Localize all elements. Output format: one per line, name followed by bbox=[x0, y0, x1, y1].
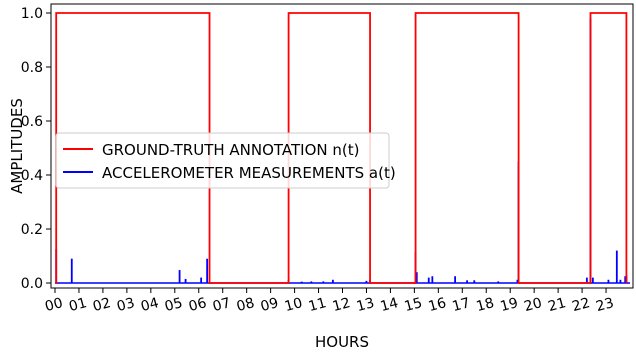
x-tick-label: 02 bbox=[91, 295, 112, 315]
x-tick-label: 04 bbox=[139, 295, 160, 315]
x-tick-label: 16 bbox=[427, 295, 448, 315]
legend: GROUND-TRUTH ANNOTATION n(t) ACCELEROMET… bbox=[55, 132, 396, 189]
y-tick-label: 0.2 bbox=[21, 222, 43, 238]
x-tick-label: 14 bbox=[379, 295, 400, 315]
x-tick-label: 15 bbox=[403, 295, 424, 315]
x-tick-label: 20 bbox=[522, 295, 543, 315]
x-tick-label: 22 bbox=[570, 295, 591, 315]
x-tick-label: 01 bbox=[67, 295, 88, 315]
y-tick-label: 0.8 bbox=[21, 60, 43, 76]
x-tick-label: 06 bbox=[187, 295, 208, 315]
x-tick-label: 23 bbox=[594, 295, 615, 315]
x-tick-label: 05 bbox=[163, 295, 184, 315]
y-axis-label: AMPLITUDES bbox=[8, 98, 26, 194]
x-tick-label: 18 bbox=[475, 295, 496, 315]
y-axis-ticks: 0.0 0.2 0.4 0.6 0.8 1.0 bbox=[21, 6, 51, 292]
x-tick-label: 10 bbox=[283, 295, 304, 315]
legend-label-accelerometer: ACCELEROMETER MEASUREMENTS a(t) bbox=[102, 164, 396, 182]
x-tick-label: 17 bbox=[451, 295, 472, 315]
series-layer bbox=[55, 12, 630, 284]
x-tick-label: 21 bbox=[546, 295, 567, 315]
legend-box bbox=[55, 132, 390, 189]
y-tick-label: 0.6 bbox=[21, 114, 43, 130]
x-axis-ticks: 00 01 02 03 04 05 06 07 08 09 10 11 12 13 14 15 16 17 18 19… bbox=[43, 288, 616, 315]
x-tick-label: 19 bbox=[498, 295, 519, 315]
x-tick-label: 12 bbox=[331, 295, 352, 315]
x-tick-label: 07 bbox=[211, 295, 232, 315]
x-tick-label: 11 bbox=[307, 295, 328, 315]
y-tick-label: 0.4 bbox=[21, 168, 43, 184]
legend-label-ground-truth: GROUND-TRUTH ANNOTATION n(t) bbox=[102, 141, 360, 159]
x-tick-label: 08 bbox=[235, 295, 256, 315]
y-tick-label: 1.0 bbox=[21, 6, 43, 22]
x-tick-label: 00 bbox=[43, 295, 64, 315]
y-tick-label: 0.0 bbox=[21, 276, 43, 292]
x-tick-label: 13 bbox=[355, 295, 376, 315]
x-tick-label: 03 bbox=[115, 295, 136, 315]
x-axis-label: HOURS bbox=[315, 333, 369, 351]
x-tick-label: 09 bbox=[259, 295, 280, 315]
ground-truth-line bbox=[55, 12, 628, 284]
plot-area: 0.00.20.40.60.81.0 00 01 02 03 04 05 06 07 08 09 1… bbox=[21, 3, 634, 315]
